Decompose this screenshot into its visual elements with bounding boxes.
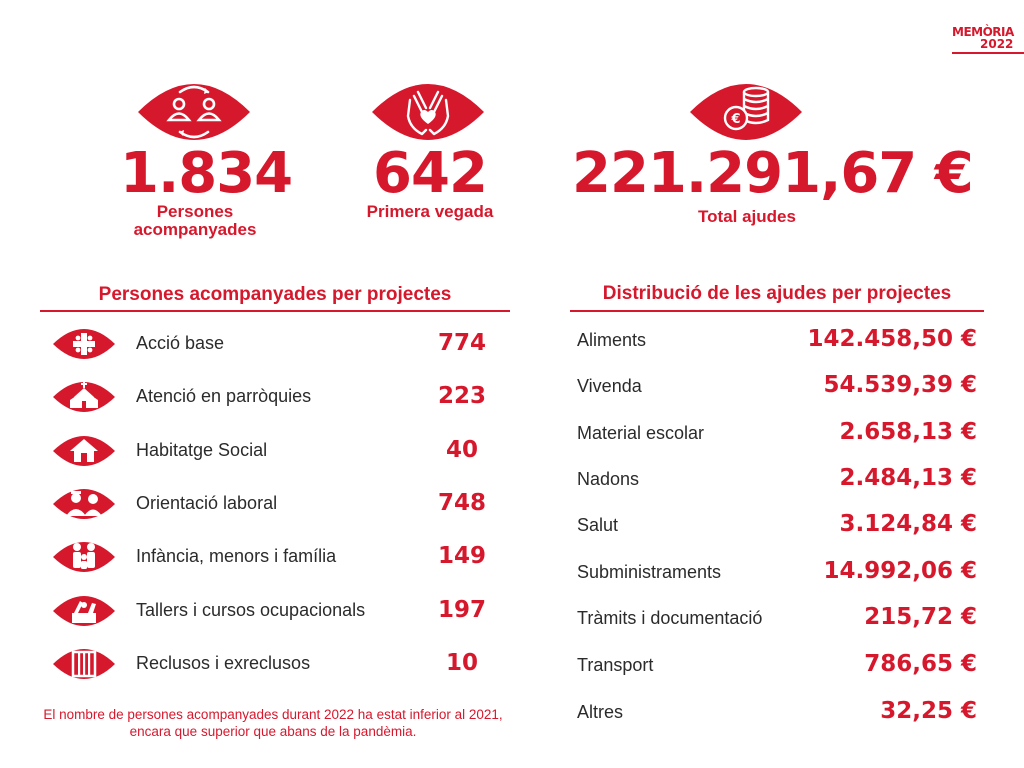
stat-label-primera-vegada: Primera vegada (366, 202, 494, 221)
aid-row: Nadons 2.484,13 € (577, 465, 977, 495)
stat-value-persones: 1.834 (120, 141, 293, 206)
aid-label: Altres (577, 702, 624, 722)
project-label: Acció base (136, 333, 225, 353)
aid-label: Transport (577, 655, 654, 675)
project-row-tallers: Tallers i cursos ocupacionals 197 (40, 591, 500, 631)
project-row-habitatge-social: Habitatge Social 40 (40, 431, 500, 471)
project-value: 748 (437, 490, 486, 516)
aid-row: Tràmits i documentació 215,72 € (577, 604, 977, 634)
right-section-rule (570, 310, 984, 312)
svg-text:€: € (730, 112, 740, 127)
workers-icon (52, 484, 116, 524)
logo-underline (952, 52, 1024, 54)
logo-line2: 2022 (980, 37, 1014, 51)
aid-row: Subministraments 14.992,06 € (577, 558, 977, 588)
stat-label-persones-line1: Persones (156, 202, 234, 221)
family-icon (52, 537, 116, 577)
aid-label: Salut (577, 515, 619, 535)
stat-label-persones-line2: acompanyades (133, 220, 257, 239)
project-label: Reclusos i exreclusos (136, 653, 311, 673)
workshop-icon (52, 591, 116, 631)
project-row-accio-base: Acció base 774 (40, 324, 500, 364)
project-value: 40 (445, 437, 478, 463)
aid-label: Nadons (577, 469, 640, 489)
aid-row: Altres 32,25 € (577, 698, 977, 728)
project-row-infancia: Infància, menors i família 149 (40, 537, 500, 577)
right-section-title: Distribució de les ajudes per projectes (602, 283, 952, 304)
aid-row: Salut 3.124,84 € (577, 511, 977, 541)
aid-value: 215,72 € (864, 604, 977, 630)
aid-label: Vivenda (577, 376, 642, 396)
aid-label: Aliments (577, 330, 647, 350)
aid-value: 142.458,50 € (807, 326, 977, 352)
people-exchange-icon (136, 70, 252, 154)
house-icon (52, 431, 116, 471)
aid-row: Transport 786,65 € (577, 651, 977, 681)
aid-row: Material escolar 2.658,13 € (577, 419, 977, 449)
project-row-reclusos: Reclusos i exreclusos 10 (40, 644, 500, 684)
logo-line1: MEMÒRIA (952, 25, 1014, 39)
project-label: Habitatge Social (136, 440, 268, 460)
aid-label: Subministraments (577, 562, 722, 582)
stat-label-total-ajudes: Total ajudes (698, 207, 796, 226)
aid-row: Aliments 142.458,50 € (577, 326, 977, 356)
church-icon (52, 377, 116, 417)
heart-hands-icon (370, 70, 486, 154)
euro-coins-icon: € (688, 70, 804, 154)
project-value: 223 (437, 383, 486, 409)
prison-bars-icon (52, 644, 116, 684)
aid-label: Material escolar (577, 423, 705, 443)
aid-value: 14.992,06 € (823, 558, 977, 584)
left-section-rule (40, 310, 510, 312)
aid-value: 32,25 € (880, 698, 977, 724)
project-value: 10 (445, 650, 478, 676)
aid-value: 2.484,13 € (839, 465, 977, 491)
aid-value: 2.658,13 € (839, 419, 977, 445)
aid-value: 786,65 € (864, 651, 977, 677)
stat-value-primera-vegada: 642 (373, 141, 488, 206)
project-label: Orientació laboral (136, 493, 278, 513)
caritas-cross-icon (52, 324, 116, 364)
aid-value: 3.124,84 € (839, 511, 977, 537)
project-label: Tallers i cursos ocupacionals (136, 600, 366, 620)
aid-row: Vivenda 54.539,39 € (577, 372, 977, 402)
stat-value-total-ajudes: 221.291,67 € (572, 141, 974, 206)
project-value: 149 (437, 543, 486, 569)
project-value: 774 (437, 330, 486, 356)
project-row-parroquies: Atenció en parròquies 223 (40, 377, 500, 417)
aid-value: 54.539,39 € (823, 372, 977, 398)
project-label: Atenció en parròquies (136, 386, 312, 406)
aid-label: Tràmits i documentació (577, 608, 763, 628)
footnote: El nombre de persones acompanyades duran… (43, 707, 503, 739)
project-label: Infància, menors i família (136, 546, 337, 566)
project-row-orientacio-laboral: Orientació laboral 748 (40, 484, 500, 524)
memoria-logo: MEMÒRIA 2022 (952, 26, 1024, 54)
left-section-title: Persones acompanyades per projectes (98, 284, 452, 305)
project-value: 197 (437, 597, 486, 623)
